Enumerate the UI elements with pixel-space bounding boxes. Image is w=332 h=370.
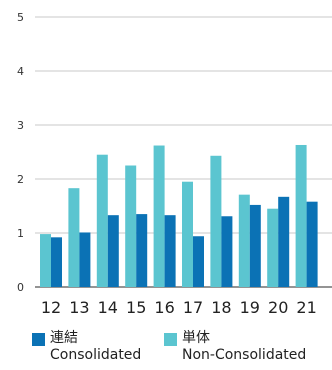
bar-consolidated-13 (79, 232, 91, 287)
legend-label-consolidated-en: Consolidated (50, 347, 142, 363)
bar-non-consolidated-13 (68, 188, 80, 287)
bar-consolidated-16 (164, 215, 176, 287)
x-tick-label: 14 (98, 298, 118, 317)
x-tick-label: 12 (41, 298, 61, 317)
x-tick-label: 20 (268, 298, 288, 317)
y-tick-label: 2 (17, 173, 24, 186)
bar-consolidated-14 (107, 215, 119, 287)
y-tick-label: 1 (17, 227, 24, 240)
legend-swatch-non-consolidated (164, 333, 177, 346)
legend-swatch-consolidated (32, 333, 45, 346)
bar-non-consolidated-12 (40, 234, 51, 287)
x-tick-label: 21 (296, 298, 316, 317)
bar-consolidated-20 (278, 196, 290, 287)
y-tick-label: 5 (17, 11, 24, 24)
bar-consolidated-12 (51, 237, 62, 287)
x-tick-label: 19 (240, 298, 260, 317)
legend-label-consolidated-ja: 連結 (50, 330, 78, 346)
y-tick-label: 0 (17, 281, 24, 294)
bar-consolidated-21 (306, 201, 318, 287)
bar-non-consolidated-17 (182, 181, 193, 287)
legend-label-non-consolidated-en: Non-Consolidated (182, 347, 307, 363)
bar-non-consolidated-15 (125, 165, 137, 287)
bar-non-consolidated-18 (210, 155, 222, 287)
bar-non-consolidated-19 (238, 194, 250, 287)
bar-non-consolidated-16 (153, 145, 165, 287)
bar-consolidated-15 (136, 214, 148, 287)
bar-consolidated-19 (249, 204, 261, 287)
legend-label-non-consolidated-ja: 単体 (182, 330, 210, 346)
y-tick-label: 3 (17, 119, 24, 132)
bars (40, 144, 318, 287)
y-tick-label: 4 (17, 65, 24, 78)
legend-item-consolidated: 連結 Consolidated (32, 330, 141, 366)
y-axis: 0 1 2 3 4 5 (17, 11, 24, 294)
bar-non-consolidated-21 (295, 144, 307, 287)
x-tick-label: 13 (69, 298, 89, 317)
bar-consolidated-17 (193, 236, 204, 287)
x-tick-label: 15 (126, 298, 146, 317)
x-axis: 12 13 14 15 16 17 18 19 20 21 (41, 298, 317, 317)
bar-consolidated-18 (221, 216, 233, 287)
x-tick-label: 17 (183, 298, 203, 317)
legend-item-non-consolidated: 単体 Non-Consolidated (164, 330, 306, 366)
x-tick-label: 18 (211, 298, 231, 317)
x-tick-label: 16 (154, 298, 174, 317)
bar-non-consolidated-14 (96, 154, 108, 287)
bar-non-consolidated-20 (267, 208, 279, 287)
